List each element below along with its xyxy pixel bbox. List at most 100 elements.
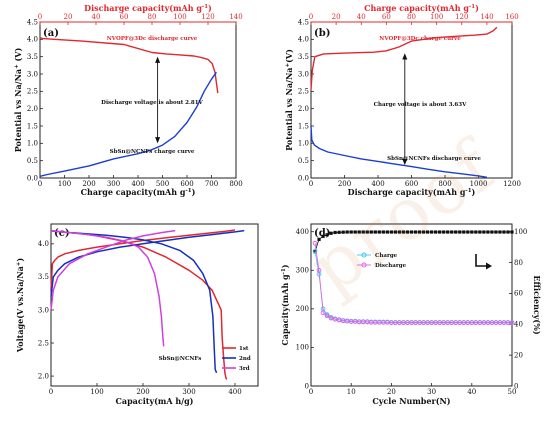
- efficiency-point: [357, 230, 361, 234]
- y-tick-label: 100: [296, 344, 309, 352]
- cathode-curve: [310, 26, 498, 90]
- annotation-middle: Discharge voltage is about 2.81V: [101, 100, 203, 106]
- x-tick-label: 0: [309, 180, 313, 188]
- efficiency-point: [450, 230, 454, 234]
- x-tick-label: 100: [90, 388, 103, 396]
- x-tick-label: 300: [182, 388, 195, 396]
- y-tick-label: 4.0: [298, 36, 309, 44]
- y2-tick-label: 100: [514, 228, 527, 236]
- y-axis-title: Capacity(mAh g-1): [280, 264, 290, 345]
- efficiency-point: [377, 230, 381, 234]
- x-tick-label: 20: [387, 388, 396, 396]
- top-tick-label: 120: [455, 13, 468, 21]
- panel-b: 0 200 400 600 800 1000 12000.00.51.01.52.02.53…: [284, 3, 521, 197]
- efficiency-point: [361, 230, 365, 234]
- x-axis-title: Capacity(mA h/g): [116, 396, 194, 406]
- efficiency-point: [405, 230, 410, 234]
- y-tick-label: 1.5: [298, 122, 309, 130]
- efficiency-point: [369, 230, 373, 234]
- discharge-point: [509, 320, 515, 326]
- top-tick-label: 100: [173, 13, 186, 21]
- panel-c: 0 100 200 300 400 2.0 2.5 3.0 3.5 4.0 (c) Capacity(…: [15, 223, 259, 406]
- plot-frame: [310, 223, 513, 387]
- efficiency-point: [317, 237, 321, 242]
- efficiency-arrow-head: [486, 262, 492, 270]
- annotation-bottom: SbSn@NCNFs discharge curve: [387, 155, 481, 162]
- top-axis-title: Charge capacity(mAh g-1): [364, 3, 479, 13]
- efficiency-point: [329, 231, 333, 235]
- arrow-head-down: [402, 158, 408, 166]
- efficiency-point: [349, 230, 353, 234]
- y-tick-label: 0.0: [27, 174, 38, 182]
- efficiency-point: [462, 230, 466, 234]
- efficiency-point: [417, 230, 422, 234]
- legend-label: 2nd: [239, 356, 251, 362]
- top-tick-label: 120: [201, 13, 214, 21]
- x-tick-label: 0: [49, 388, 53, 396]
- y2-tick-label: 20: [514, 351, 523, 359]
- top-tick-label: 60: [382, 13, 391, 21]
- y2-tick-label: 40: [514, 321, 523, 329]
- efficiency-point: [510, 230, 514, 234]
- x-tick-label: 400: [371, 180, 384, 188]
- discharge-point: [320, 310, 326, 316]
- y2-tick-label: 80: [514, 259, 523, 267]
- y-axis-title: Potential vs Na/Na+ (V): [13, 48, 23, 153]
- efficiency-point: [442, 230, 446, 234]
- anode-curve: [39, 71, 217, 177]
- efficiency-point: [458, 230, 462, 234]
- panel-d: 0 10 20 30 40 500100200300400020406080100(d)C…: [280, 223, 542, 406]
- y-tick-label: 1.0: [27, 140, 38, 148]
- discharge-point: [324, 313, 330, 319]
- efficiency-point: [373, 230, 377, 234]
- efficiency-point: [337, 230, 341, 234]
- legend-label: Discharge: [375, 263, 407, 269]
- x-tick-label: 50: [508, 388, 517, 396]
- plot-frame: [50, 223, 259, 387]
- charge-point: [312, 248, 318, 254]
- y-tick-label: 1.5: [27, 122, 38, 130]
- y-tick-label: 400: [296, 228, 309, 236]
- x-tick-label: 800: [438, 180, 451, 188]
- efficiency-point: [438, 230, 442, 234]
- x-tick-label: 10: [347, 388, 356, 396]
- efficiency-point: [341, 230, 345, 234]
- top-tick-label: 140: [480, 13, 493, 21]
- charge-curve-3rd: [50, 229, 176, 311]
- efficiency-point: [325, 233, 329, 237]
- y2-axis-title: Efficiency(%): [532, 275, 542, 334]
- y-tick-label: 3.0: [27, 70, 38, 78]
- x-tick-label: 800: [229, 180, 242, 188]
- annotation-top: NVOPF@3Dc discharge curve: [107, 35, 198, 42]
- efficiency-point: [401, 230, 406, 234]
- efficiency-point: [409, 230, 414, 234]
- efficiency-point: [353, 230, 357, 234]
- top-tick-label: 0: [38, 13, 42, 21]
- efficiency-point: [446, 230, 450, 234]
- x-tick-label: 100: [58, 180, 71, 188]
- y-tick-label: 4.0: [38, 240, 49, 248]
- top-tick-label: 60: [120, 13, 129, 21]
- efficiency-point: [506, 230, 510, 234]
- cathode-curve: [39, 36, 219, 94]
- legend-swatch-marker: [361, 262, 367, 268]
- y-tick-label: 2.5: [27, 88, 38, 96]
- x-tick-label: 200: [82, 180, 95, 188]
- y-tick-label: 2.5: [298, 88, 309, 96]
- discharge-curve-3rd: [50, 229, 165, 347]
- x-tick-label: 200: [338, 180, 351, 188]
- y-tick-label: 3.0: [298, 70, 309, 78]
- legend-label: Charge: [375, 253, 398, 259]
- y-tick-label: 4.5: [27, 18, 38, 26]
- y-axis-title: Potential vs Na/Na+(V): [284, 49, 294, 151]
- efficiency-point: [365, 230, 369, 234]
- charge-line: [314, 250, 512, 323]
- y2-tick-label: 60: [514, 290, 523, 298]
- x-tick-label: 400: [131, 180, 144, 188]
- efficiency-point: [321, 234, 325, 238]
- panel-label: (c): [54, 228, 70, 239]
- y-tick-label: 4.0: [27, 36, 38, 44]
- efficiency-point: [430, 230, 434, 234]
- x-tick-label: 40: [467, 388, 476, 396]
